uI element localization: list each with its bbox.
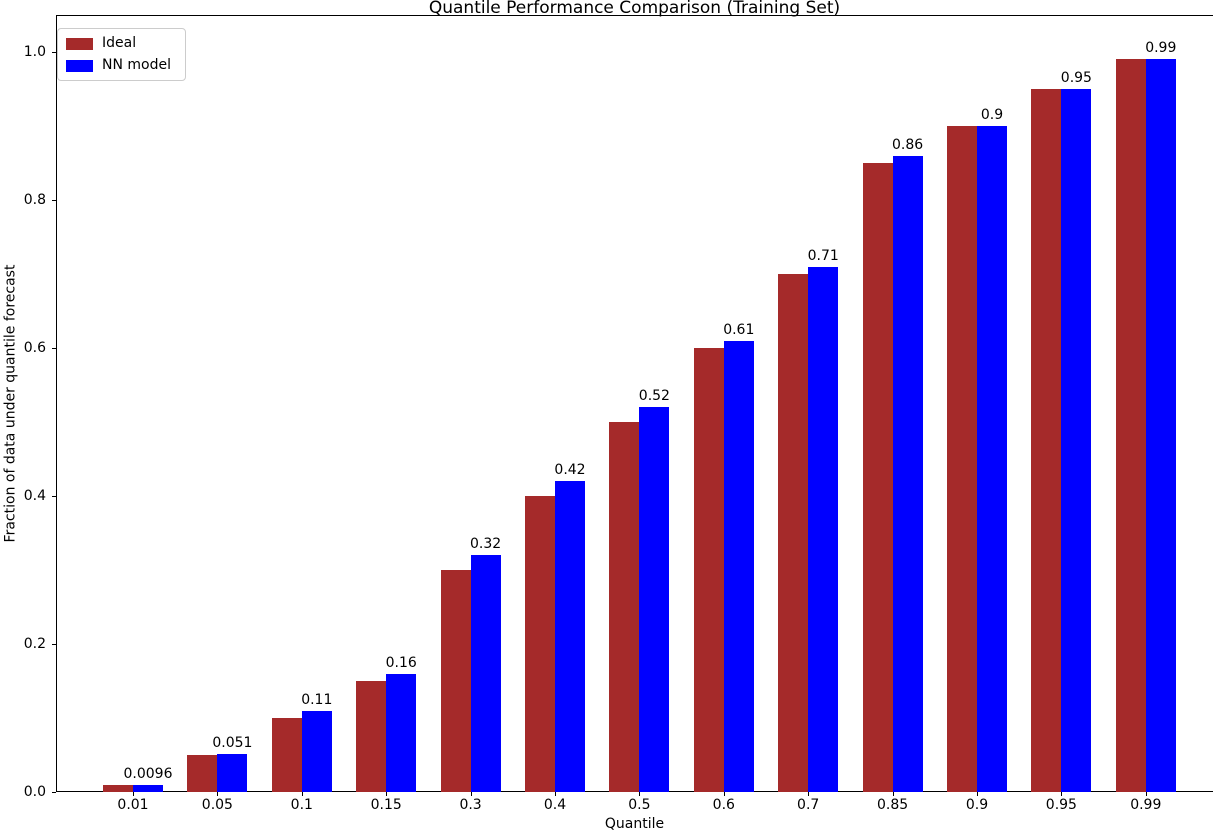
x-tick [133, 792, 134, 796]
x-tick-label: 0.05 [201, 797, 233, 813]
bar-nn-model [386, 673, 417, 792]
x-tick [386, 792, 388, 796]
bar-ideal [862, 163, 893, 792]
y-tick-label: 1.0 [23, 43, 46, 60]
x-tick-label: 0.85 [877, 797, 909, 813]
x-tick [1061, 792, 1063, 796]
x-tick-label: 0.1 [290, 797, 313, 813]
legend-swatch-ideal [66, 37, 93, 50]
bar-nn-model [892, 155, 923, 792]
x-tick [217, 792, 219, 796]
x-tick [470, 792, 472, 796]
bar-ideal [271, 718, 302, 792]
bar-value-label: 0.95 [1060, 70, 1092, 86]
bar-nn-model [470, 555, 501, 792]
x-tick-label: 0.4 [543, 797, 567, 813]
bar-nn-model [977, 126, 1007, 792]
legend-label-ideal: Ideal [102, 35, 137, 51]
bar-ideal [1115, 59, 1146, 792]
bar-nn-model [808, 266, 839, 792]
x-tick [723, 792, 725, 796]
bar-value-label: 0.9 [980, 107, 1004, 123]
bar-nn-model [1061, 89, 1092, 792]
y-tick-label: 0.0 [23, 783, 46, 800]
y-tick [52, 200, 56, 201]
legend: Ideal NN model [57, 28, 186, 81]
bar-value-label: 0.86 [892, 136, 924, 153]
bar-value-label: 0.42 [554, 462, 586, 479]
y-tick-label: 0.8 [23, 191, 46, 208]
y-tick-label: 0.6 [23, 339, 46, 356]
x-tick-label: 0.01 [117, 797, 149, 813]
bar-value-label: 0.051 [212, 735, 253, 752]
legend-label-nn-model: NN model [102, 57, 171, 73]
bar-nn-model [301, 710, 332, 792]
y-tick [52, 792, 56, 793]
x-tick-label: 0.99 [1130, 797, 1162, 813]
y-tick [52, 52, 56, 53]
y-tick-label: 0.2 [23, 635, 46, 652]
legend-item-ideal: Ideal [66, 35, 171, 52]
x-tick [301, 792, 303, 796]
bar-value-label: 0.32 [470, 536, 502, 553]
bar-nn-model [217, 754, 248, 792]
x-tick [977, 792, 978, 796]
bar-value-label: 0.0096 [123, 765, 173, 782]
x-tick-label: 0.5 [628, 797, 651, 813]
bar-value-label: 0.99 [1145, 40, 1177, 57]
x-tick [808, 792, 810, 796]
x-tick [1145, 792, 1147, 796]
y-axis-label: Fraction of data under quantile forecast [2, 264, 19, 543]
bar-value-label: 0.61 [723, 321, 755, 338]
bar-ideal [947, 126, 977, 792]
bar-ideal [356, 681, 387, 792]
bar-ideal [693, 348, 724, 792]
bar-nn-model [133, 784, 163, 792]
y-tick [52, 644, 56, 645]
y-tick-label: 0.4 [23, 487, 46, 504]
legend-item-nn-model: NN model [66, 57, 171, 74]
x-tick-label: 0.15 [370, 797, 402, 813]
x-tick [555, 792, 556, 796]
x-tick-label: 0.7 [797, 797, 820, 813]
bar-ideal [187, 755, 218, 792]
bar-value-label: 0.52 [638, 388, 670, 405]
bar-ideal [609, 422, 640, 792]
bar-nn-model [639, 407, 670, 792]
bar-ideal [525, 496, 555, 792]
bar-ideal [103, 784, 133, 792]
chart-title: Quantile Performance Comparison (Trainin… [428, 0, 841, 18]
x-tick-label: 0.9 [965, 797, 989, 813]
bar-ideal [1031, 89, 1062, 792]
bar-value-label: 0.16 [385, 654, 417, 671]
x-tick-label: 0.6 [712, 797, 735, 813]
bar-nn-model [723, 340, 754, 792]
bar-value-label: 0.11 [301, 691, 333, 708]
x-axis-label: Quantile [604, 816, 665, 832]
y-tick [52, 348, 56, 349]
bar-nn-model [1145, 59, 1176, 792]
x-tick [892, 792, 894, 796]
y-tick [52, 496, 56, 497]
bar-nn-model [555, 481, 585, 792]
x-tick [639, 792, 641, 796]
bar-ideal [778, 274, 809, 792]
x-tick-label: 0.3 [459, 797, 482, 813]
legend-swatch-nn-model [66, 59, 93, 72]
bar-value-label: 0.71 [807, 247, 839, 264]
bar-ideal [440, 570, 471, 792]
x-tick-label: 0.95 [1045, 797, 1077, 813]
